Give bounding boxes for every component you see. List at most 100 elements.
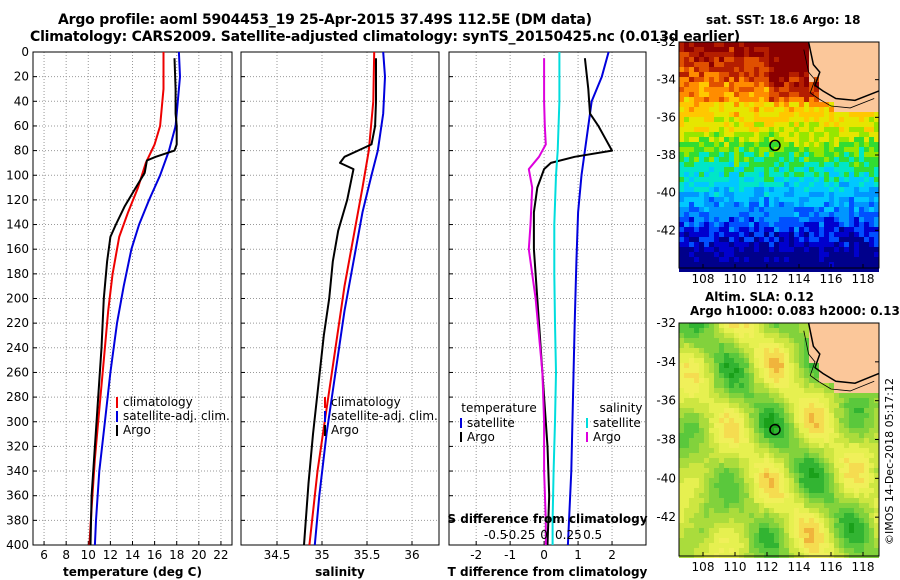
legend-label: satellite-adj. clim. [331,409,438,423]
sla-map-title: Altim. SLA: 0.12 [705,290,814,304]
legend-label: satellite [467,416,515,430]
series-satellite-adj-clim- [313,51,386,546]
title-line-1: Argo profile: aoml 5904453_19 25-Apr-201… [58,12,592,28]
y-tick-label: 260 [6,365,29,379]
y-tick-label: 60 [14,119,29,133]
y-tick-label: 280 [6,390,29,404]
inner-tick-label: 0 [540,528,548,542]
map-sla_map: 108 110 112 114 116 118 -32 -34 -36 -38 -40 -42 [656,316,880,574]
series-s-satellite [551,52,561,545]
map-y-tick-label: -34 [656,355,676,369]
inner-tick-label: 0.5 [583,528,602,542]
map-x-tick-label: 116 [820,560,843,574]
y-tick-label: 200 [6,292,29,306]
map-y-tick-label: -38 [656,148,676,162]
legend-label: Argo [593,430,621,444]
argo-position-marker [769,423,781,436]
map-y-tick-label: -32 [656,316,676,330]
x-tick-label: -1 [504,548,516,562]
series-argo [89,58,178,546]
inner-tick-label: -0.5 [484,528,507,542]
x-tick-label: 2 [608,548,616,562]
x-tick-label: 10 [81,548,96,562]
series-t-argo [532,58,613,546]
y-tick-label: 400 [6,538,29,552]
x-tick-label: -2 [470,548,482,562]
map-x-tick-label: 110 [724,272,747,286]
x-tick-label: 35.5 [354,548,381,562]
series-satellite-adj-clim- [93,51,181,546]
argo-position-marker [769,139,781,152]
legend-label: satellite-adj. clim. [123,409,230,423]
map-x-tick-label: 108 [692,560,715,574]
legend-label: Argo [123,423,151,437]
coastline [807,322,880,384]
x-tick-label: 20 [191,548,206,562]
inner-tick-label: -0.25 [504,528,535,542]
x-axis-label: temperature (deg C) [63,565,202,579]
x-tick-label: 36 [404,548,419,562]
inner-tick-label: 0.25 [555,528,582,542]
legend-title-temperature: temperature [461,401,536,415]
y-tick-label: 180 [6,267,29,281]
sst-map-title: sat. SST: 18.6 Argo: 18 [706,13,861,27]
coastline [807,41,880,102]
legend-label: satellite [593,416,641,430]
x-tick-label: 12 [103,548,118,562]
x-tick-label: 0 [540,548,548,562]
series-argo [303,58,377,546]
depth-contour [803,330,875,392]
map-y-tick-label: -42 [656,510,676,524]
map-x-tick-label: 114 [788,272,811,286]
x-tick-label: 35 [314,548,329,562]
series-climatology [308,51,376,546]
y-tick-label: 360 [6,489,29,503]
y-tick-label: 20 [14,70,29,84]
inner-axis-title: S difference from climatology [447,512,647,526]
y-tick-label: 0 [21,45,29,59]
map-y-tick-label: -40 [656,471,676,485]
sla-map-subtitle: Argo h1000: 0.083 h2000: 0.13 [690,304,900,318]
map-x-tick-label: 112 [756,560,779,574]
y-tick-label: 320 [6,439,29,453]
y-tick-label: 300 [6,415,29,429]
y-tick-label: 100 [6,168,29,182]
legend-label: Argo [331,423,359,437]
x-axis-label: salinity [315,565,365,579]
y-tick-label: 140 [6,218,29,232]
y-tick-label: 160 [6,242,29,256]
series-t-satellite [566,51,610,546]
map-y-tick-label: -42 [656,223,676,237]
x-tick-label: 22 [213,548,228,562]
x-tick-label: 34.5 [264,548,291,562]
map-x-tick-label: 114 [788,560,811,574]
map-y-tick-label: -32 [656,35,676,49]
x-tick-label: 18 [169,548,184,562]
panel-differences: -2 -1 0 1 2 T difference from climatology temp… [447,51,648,579]
map-x-tick-label: 112 [756,272,779,286]
x-tick-label: 14 [125,548,140,562]
y-tick-label: 120 [6,193,29,207]
y-tick-label: 380 [6,513,29,527]
x-tick-label: 1 [574,548,582,562]
y-tick-label: 80 [14,144,29,158]
map-x-tick-label: 118 [852,272,875,286]
map-y-tick-label: -38 [656,433,676,447]
y-tick-label: 40 [14,94,29,108]
map-y-tick-label: -36 [656,110,676,124]
x-tick-label: 16 [147,548,162,562]
map-x-tick-label: 110 [724,560,747,574]
map-x-tick-label: 118 [852,560,875,574]
panel-salinity: 34.5 35 35.5 36 salinity climatologysatellite… [240,51,440,579]
y-tick-label: 240 [6,341,29,355]
x-axis-label: T difference from climatology [448,565,648,579]
legend-title-salinity: salinity [599,401,642,415]
depth-contour [803,49,875,109]
legend-label: climatology [331,395,401,409]
y-tick-label: 220 [6,316,29,330]
legend-label: Argo [467,430,495,444]
map-y-tick-label: -40 [656,186,676,200]
panel-temperature: 6 8 10 12 14 16 18 20 22020406080100120140160180… [6,45,233,579]
map-x-tick-label: 116 [820,272,843,286]
